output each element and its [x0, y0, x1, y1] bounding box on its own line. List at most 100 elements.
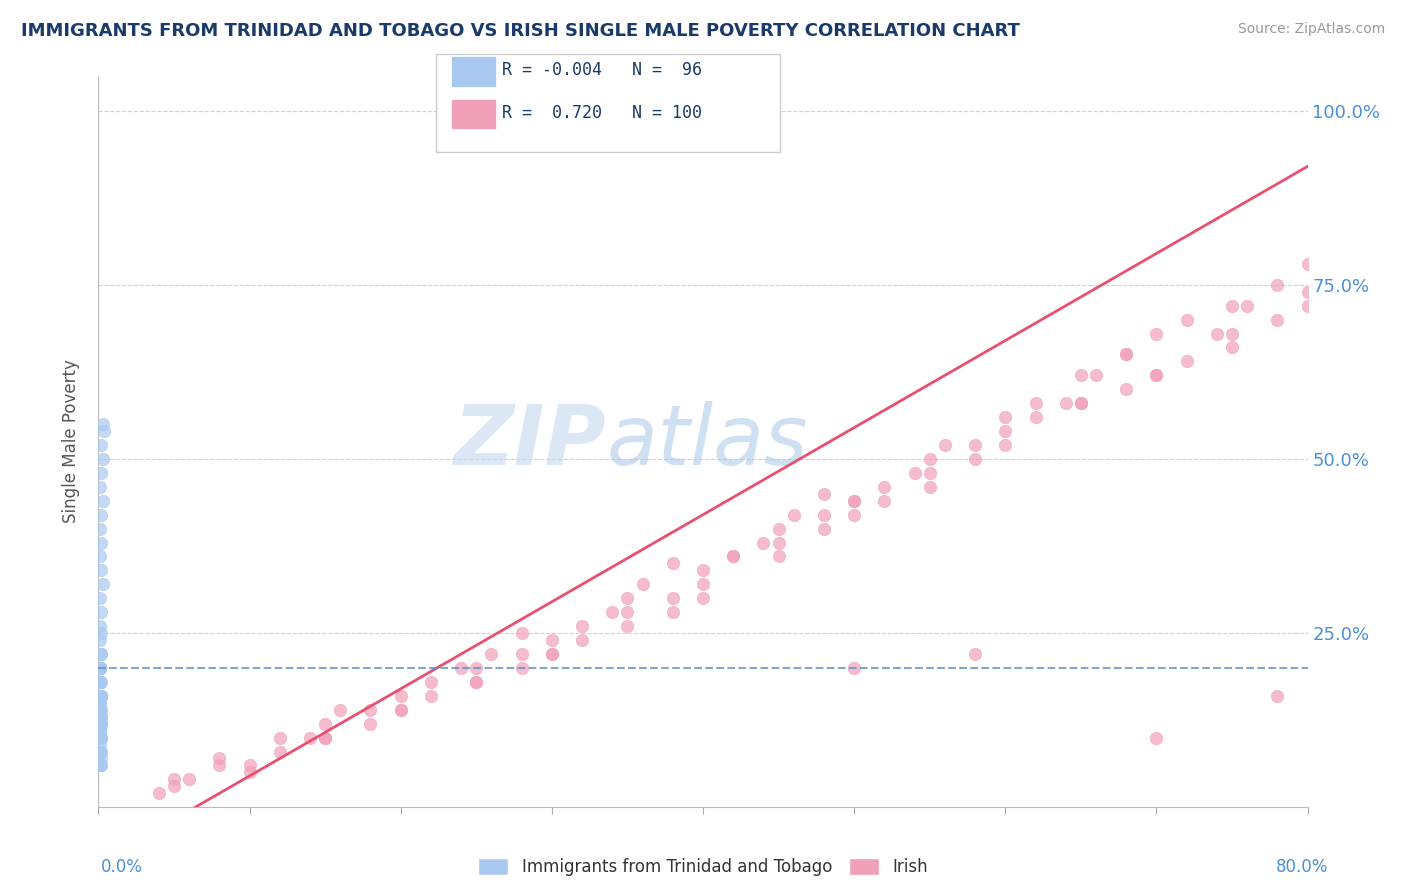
- Point: [89, 661, 111, 675]
- Point: [1175, 312, 1198, 326]
- Point: [465, 674, 488, 689]
- Point: [934, 438, 956, 452]
- Point: [89, 591, 111, 606]
- Point: [89, 661, 111, 675]
- Point: [1267, 312, 1289, 326]
- Point: [314, 731, 336, 745]
- Point: [965, 647, 987, 661]
- Point: [89, 661, 111, 675]
- Point: [420, 674, 443, 689]
- Point: [510, 661, 533, 675]
- Text: R =  0.720   N = 100: R = 0.720 N = 100: [502, 104, 702, 122]
- Point: [89, 522, 111, 536]
- Point: [90, 508, 112, 522]
- Point: [1220, 299, 1243, 313]
- Point: [465, 661, 488, 675]
- Point: [844, 508, 866, 522]
- Point: [269, 731, 291, 745]
- Point: [89, 480, 111, 494]
- Point: [93, 424, 115, 438]
- Text: atlas: atlas: [606, 401, 808, 482]
- Point: [918, 480, 941, 494]
- Point: [179, 772, 201, 787]
- Point: [360, 703, 382, 717]
- Point: [90, 709, 112, 723]
- Point: [89, 619, 111, 633]
- Point: [1144, 368, 1167, 383]
- Point: [89, 758, 111, 772]
- Point: [90, 626, 112, 640]
- Point: [269, 745, 291, 759]
- Point: [1085, 368, 1108, 383]
- Point: [389, 703, 412, 717]
- Point: [89, 723, 111, 738]
- Point: [329, 703, 352, 717]
- Point: [89, 661, 111, 675]
- Point: [813, 508, 835, 522]
- Point: [89, 745, 111, 759]
- Point: [1070, 396, 1092, 410]
- Point: [1144, 326, 1167, 341]
- Point: [540, 647, 562, 661]
- Point: [89, 661, 111, 675]
- Point: [239, 765, 262, 780]
- Point: [89, 661, 111, 675]
- Point: [89, 731, 111, 745]
- Point: [783, 508, 806, 522]
- Point: [420, 689, 443, 703]
- Point: [813, 487, 835, 501]
- Point: [89, 674, 111, 689]
- Point: [90, 689, 112, 703]
- Point: [89, 549, 111, 564]
- Point: [89, 661, 111, 675]
- Point: [360, 716, 382, 731]
- Point: [1296, 299, 1319, 313]
- Y-axis label: Single Male Poverty: Single Male Poverty: [62, 359, 80, 524]
- Point: [90, 716, 112, 731]
- Point: [89, 661, 111, 675]
- Point: [89, 716, 111, 731]
- Point: [616, 619, 638, 633]
- Point: [1024, 396, 1046, 410]
- Point: [616, 591, 638, 606]
- Point: [89, 689, 111, 703]
- Point: [89, 661, 111, 675]
- Point: [1024, 410, 1046, 425]
- Point: [1267, 277, 1289, 292]
- Point: [90, 758, 112, 772]
- Point: [1054, 396, 1077, 410]
- Point: [994, 438, 1017, 452]
- Point: [91, 493, 114, 508]
- Point: [692, 591, 714, 606]
- Point: [90, 563, 112, 577]
- Point: [571, 619, 593, 633]
- Point: [89, 661, 111, 675]
- Point: [89, 696, 111, 710]
- Point: [208, 751, 231, 765]
- Point: [89, 696, 111, 710]
- Point: [1267, 689, 1289, 703]
- Point: [314, 716, 336, 731]
- Point: [1115, 347, 1137, 361]
- Point: [1070, 368, 1092, 383]
- Point: [616, 605, 638, 619]
- Point: [89, 703, 111, 717]
- Point: [540, 633, 562, 648]
- Point: [723, 549, 745, 564]
- Point: [90, 647, 112, 661]
- Point: [844, 661, 866, 675]
- Point: [90, 716, 112, 731]
- Point: [692, 563, 714, 577]
- Point: [89, 731, 111, 745]
- Point: [163, 780, 186, 794]
- Point: [389, 689, 412, 703]
- Point: [89, 674, 111, 689]
- Point: [91, 417, 114, 431]
- Point: [389, 703, 412, 717]
- Point: [450, 661, 472, 675]
- Point: [90, 731, 112, 745]
- Point: [89, 689, 111, 703]
- Point: [90, 647, 112, 661]
- Point: [89, 716, 111, 731]
- Point: [89, 689, 111, 703]
